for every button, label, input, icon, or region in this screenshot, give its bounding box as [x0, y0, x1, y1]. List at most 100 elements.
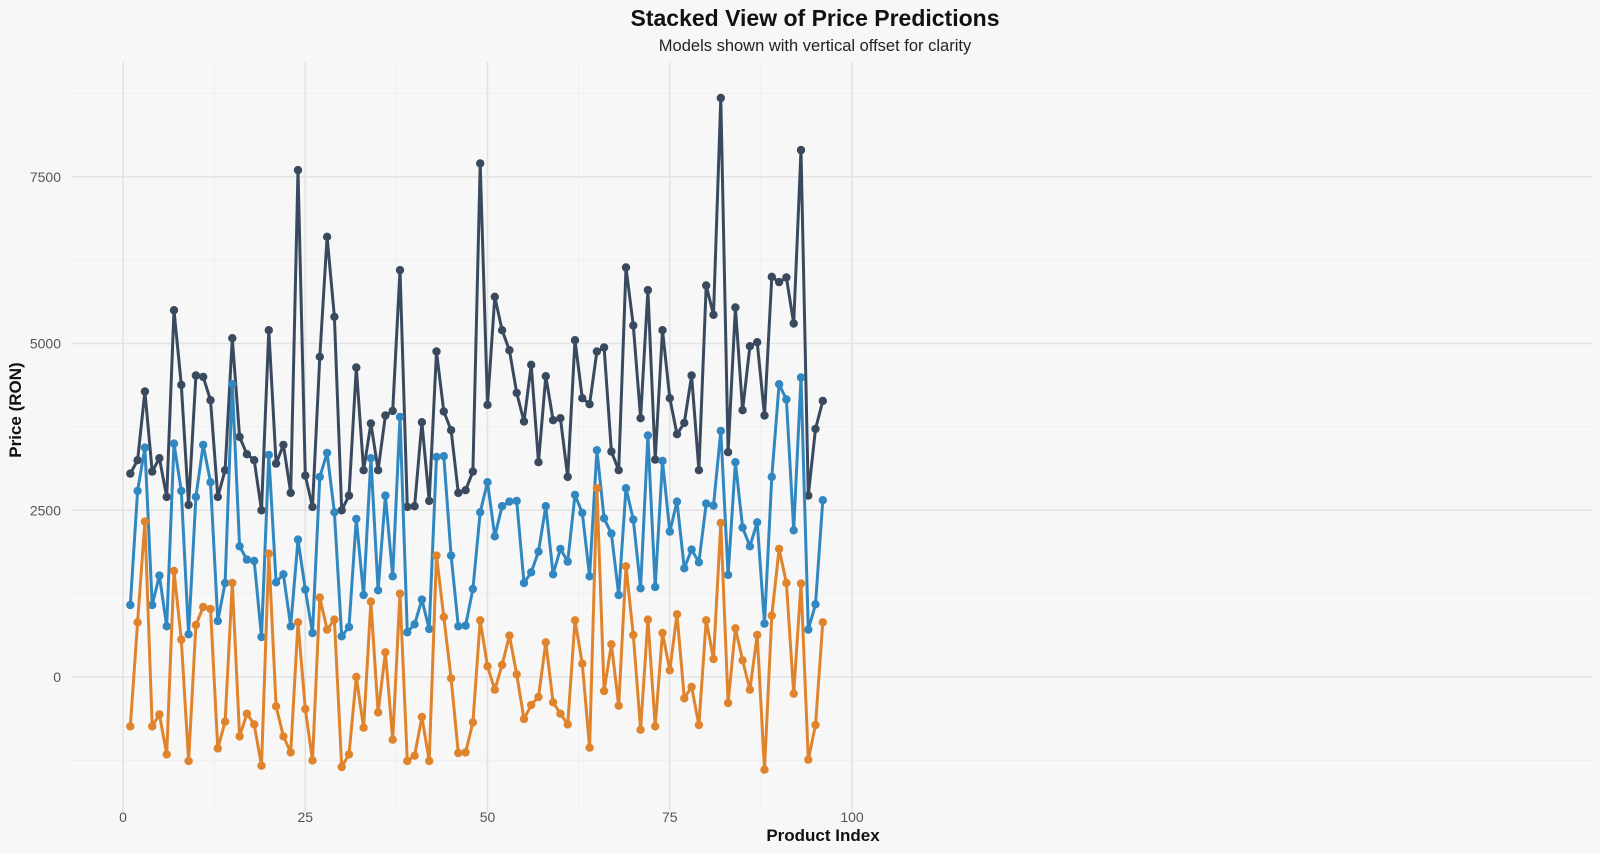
- data-point: [228, 334, 237, 343]
- data-point: [563, 557, 572, 566]
- data-point: [461, 486, 470, 495]
- data-point: [541, 502, 550, 511]
- data-point: [709, 310, 718, 319]
- data-point: [388, 572, 397, 581]
- data-point: [548, 570, 558, 579]
- data-point: [381, 648, 390, 657]
- data-point: [235, 542, 244, 551]
- data-point: [344, 491, 354, 500]
- data-point: [767, 472, 776, 482]
- data-point: [505, 346, 514, 355]
- data-point: [804, 755, 813, 764]
- data-point: [753, 338, 762, 347]
- data-point: [403, 628, 412, 637]
- data-point: [155, 710, 164, 719]
- data-point: [629, 515, 638, 524]
- data-point: [745, 685, 755, 694]
- data-point: [694, 720, 704, 730]
- data-point: [235, 732, 244, 741]
- data-point: [162, 750, 171, 759]
- data-point: [643, 431, 653, 440]
- data-point: [497, 502, 507, 511]
- data-point: [359, 590, 368, 600]
- data-point: [782, 395, 791, 404]
- data-point: [417, 418, 427, 427]
- data-point: [621, 562, 631, 571]
- data-point: [250, 456, 259, 465]
- data-point: [381, 411, 390, 420]
- data-point: [774, 544, 784, 554]
- data-point: [395, 412, 405, 422]
- data-point: [359, 466, 368, 475]
- data-point: [519, 417, 529, 426]
- x-tick-label: 100: [840, 809, 864, 825]
- data-point: [322, 625, 332, 634]
- tick-labels: 0 25 50 75 100 0 2500 5000 7500: [30, 169, 864, 825]
- data-point: [687, 545, 696, 554]
- data-point: [709, 501, 718, 510]
- data-point: [264, 326, 273, 335]
- data-point: [184, 630, 193, 639]
- data-point: [126, 469, 135, 478]
- data-point: [322, 232, 332, 241]
- data-point: [570, 490, 580, 500]
- data-point: [352, 363, 361, 372]
- data-point: [629, 321, 638, 330]
- x-tick-label: 75: [662, 809, 678, 825]
- data-point: [716, 518, 725, 528]
- data-point: [643, 615, 653, 624]
- data-point: [388, 406, 397, 416]
- data-point: [716, 93, 725, 103]
- data-point: [731, 624, 740, 633]
- data-point: [818, 618, 827, 627]
- data-point: [140, 387, 150, 396]
- data-point: [228, 380, 237, 389]
- data-point: [286, 622, 295, 631]
- data-point: [199, 602, 208, 612]
- data-point: [804, 491, 813, 500]
- data-point: [497, 326, 507, 335]
- data-point: [563, 472, 572, 482]
- data-point: [483, 662, 492, 671]
- data-point: [643, 285, 653, 295]
- data-point: [753, 518, 762, 527]
- data-point: [432, 551, 441, 560]
- data-point: [301, 704, 310, 714]
- data-point: [257, 632, 266, 642]
- data-point: [279, 732, 288, 741]
- data-point: [483, 400, 492, 410]
- data-point: [293, 165, 303, 175]
- data-point: [636, 584, 645, 593]
- data-point: [738, 406, 747, 415]
- data-point: [811, 600, 820, 609]
- data-point: [344, 622, 354, 632]
- data-point: [585, 400, 594, 409]
- data-point: [432, 452, 441, 462]
- data-point: [774, 277, 784, 287]
- data-point: [257, 506, 266, 515]
- data-point: [235, 432, 244, 442]
- data-point: [140, 517, 150, 526]
- data-point: [716, 426, 725, 436]
- data-point: [439, 407, 448, 416]
- chart-subtitle: Models shown with vertical offset for cl…: [659, 37, 972, 55]
- data-point: [286, 488, 295, 498]
- data-point: [322, 448, 332, 458]
- data-point: [213, 616, 222, 626]
- data-point: [425, 496, 434, 506]
- data-point: [599, 514, 609, 523]
- data-point: [439, 612, 448, 622]
- data-point: [694, 466, 704, 475]
- data-point: [446, 551, 456, 560]
- data-point: [731, 458, 740, 467]
- data-point: [629, 630, 638, 640]
- data-point: [687, 371, 696, 380]
- data-point: [301, 585, 310, 594]
- y-tick-label: 7500: [30, 169, 61, 185]
- data-point: [220, 578, 230, 588]
- data-point: [199, 372, 208, 382]
- data-point: [352, 514, 361, 524]
- data-point: [155, 571, 164, 580]
- data-point: [497, 660, 507, 670]
- data-point: [636, 725, 645, 734]
